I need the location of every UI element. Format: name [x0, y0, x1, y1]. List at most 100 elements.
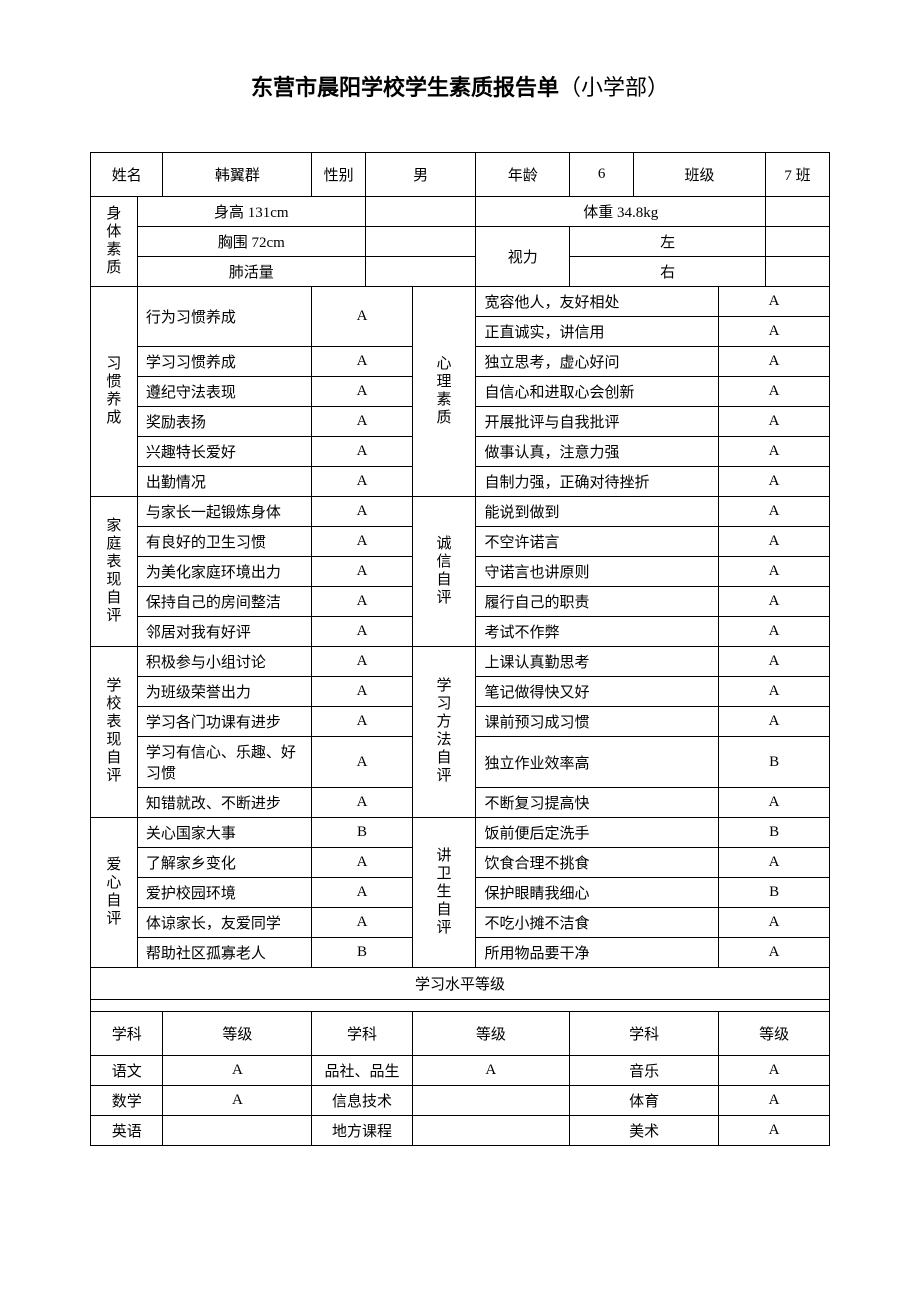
- family-l1-grade: A: [312, 527, 412, 557]
- lvl-c2r1-g: [412, 1086, 570, 1116]
- value-name: 韩翼群: [163, 153, 312, 197]
- family-l1-item: 有良好的卫生习惯: [137, 527, 312, 557]
- lvl-h-subject-3: 学科: [570, 1012, 719, 1056]
- family-r1-item: 不空许诺言: [476, 527, 719, 557]
- habit-right-label: 心理素质: [412, 287, 476, 497]
- family-l3-item: 保持自己的房间整洁: [137, 587, 312, 617]
- love-l2-grade: A: [312, 878, 412, 908]
- label-class: 班级: [634, 153, 766, 197]
- habit-l2-item: 遵纪守法表现: [137, 377, 312, 407]
- page-title: 东营市晨阳学校学生素质报告单（小学部）: [90, 70, 830, 102]
- lvl-h-grade-1: 等级: [163, 1012, 312, 1056]
- love-r4-item: 所用物品要干净: [476, 938, 719, 968]
- lvl-c1r1-s: 数学: [91, 1086, 163, 1116]
- body-blank4: [766, 227, 830, 257]
- label-name: 姓名: [91, 153, 163, 197]
- habit-l4-item: 兴趣特长爱好: [137, 437, 312, 467]
- title-main: 东营市晨阳学校学生素质报告单: [251, 75, 559, 100]
- lvl-c1r2-s: 英语: [91, 1116, 163, 1146]
- spacer: [91, 1000, 830, 1012]
- body-vision-label: 视力: [476, 227, 570, 287]
- habit-r2-grade: A: [719, 347, 830, 377]
- habit-r6-item: 自制力强，正确对待挫折: [476, 467, 719, 497]
- level-header: 学习水平等级: [91, 968, 830, 1000]
- body-blank1: [365, 197, 476, 227]
- school-r0-grade: A: [719, 647, 830, 677]
- habit-l4-grade: A: [312, 437, 412, 467]
- family-r0-grade: A: [719, 497, 830, 527]
- school-l2-grade: A: [312, 707, 412, 737]
- school-r3-item: 独立作业效率高: [476, 737, 719, 788]
- habit-r4-item: 开展批评与自我批评: [476, 407, 719, 437]
- body-chest: 胸围 72cm: [137, 227, 365, 257]
- value-class: 7 班: [766, 153, 830, 197]
- habit-r1-item: 正直诚实，讲信用: [476, 317, 719, 347]
- family-r4-grade: A: [719, 617, 830, 647]
- habit-l1-item: 学习习惯养成: [137, 347, 312, 377]
- habit-l5-grade: A: [312, 467, 412, 497]
- lvl-h-grade-3: 等级: [719, 1012, 830, 1056]
- family-left-label: 家庭表现自评: [91, 497, 138, 647]
- lvl-c2r0-g: A: [412, 1056, 570, 1086]
- family-l4-item: 邻居对我有好评: [137, 617, 312, 647]
- body-label: 身体素质: [91, 197, 138, 287]
- label-age: 年龄: [476, 153, 570, 197]
- love-r3-grade: A: [719, 908, 830, 938]
- family-l4-grade: A: [312, 617, 412, 647]
- school-r4-item: 不断复习提高快: [476, 788, 719, 818]
- habit-r0-grade: A: [719, 287, 830, 317]
- family-r4-item: 考试不作弊: [476, 617, 719, 647]
- body-blank3: [365, 227, 476, 257]
- school-r1-grade: A: [719, 677, 830, 707]
- habit-l3-grade: A: [312, 407, 412, 437]
- habit-r3-item: 自信心和进取心会创新: [476, 377, 719, 407]
- family-l2-grade: A: [312, 557, 412, 587]
- body-weight: 体重 34.8kg: [476, 197, 766, 227]
- lvl-h-subject-2: 学科: [312, 1012, 412, 1056]
- love-l4-item: 帮助社区孤寡老人: [137, 938, 312, 968]
- lvl-c3r1-s: 体育: [570, 1086, 719, 1116]
- habit-r5-grade: A: [719, 437, 830, 467]
- love-r2-item: 保护眼睛我细心: [476, 878, 719, 908]
- love-r4-grade: A: [719, 938, 830, 968]
- body-blank5: [365, 257, 476, 287]
- lvl-c3r2-g: A: [719, 1116, 830, 1146]
- label-gender: 性别: [312, 153, 365, 197]
- school-l3-grade: A: [312, 737, 412, 788]
- school-r4-grade: A: [719, 788, 830, 818]
- love-right-label: 讲卫生自 评: [412, 818, 476, 968]
- habit-l0-grade: A: [312, 287, 412, 347]
- value-age: 6: [570, 153, 634, 197]
- report-table: 姓名 韩翼群 性别 男 年龄 6 班级 7 班 身体素质 身高 131cm 体重…: [90, 152, 830, 1146]
- school-l1-item: 为班级荣誉出力: [137, 677, 312, 707]
- family-l0-grade: A: [312, 497, 412, 527]
- love-left-label: 爱心自评: [91, 818, 138, 968]
- love-l3-item: 体谅家长，友爱同学: [137, 908, 312, 938]
- lvl-c1r1-g: A: [163, 1086, 312, 1116]
- family-r0-item: 能说到做到: [476, 497, 719, 527]
- habit-r2-item: 独立思考，虚心好问: [476, 347, 719, 377]
- school-r2-item: 课前预习成习惯: [476, 707, 719, 737]
- family-r2-grade: A: [719, 557, 830, 587]
- love-l2-item: 爱护校园环境: [137, 878, 312, 908]
- habit-l1-grade: A: [312, 347, 412, 377]
- family-r3-grade: A: [719, 587, 830, 617]
- habit-l0-item: 行为习惯养成: [137, 287, 312, 347]
- love-l1-grade: A: [312, 848, 412, 878]
- lvl-c2r2-s: 地方课程: [312, 1116, 412, 1146]
- love-r0-grade: B: [719, 818, 830, 848]
- school-l4-item: 知错就改、不断进步: [137, 788, 312, 818]
- love-l3-grade: A: [312, 908, 412, 938]
- school-l1-grade: A: [312, 677, 412, 707]
- body-blank2: [766, 197, 830, 227]
- love-r1-grade: A: [719, 848, 830, 878]
- school-left-label: 学校表现自评: [91, 647, 138, 818]
- lvl-h-grade-2: 等级: [412, 1012, 570, 1056]
- habit-r5-item: 做事认真，注意力强: [476, 437, 719, 467]
- lvl-h-subject-1: 学科: [91, 1012, 163, 1056]
- lvl-c1r0-g: A: [163, 1056, 312, 1086]
- family-l3-grade: A: [312, 587, 412, 617]
- title-suffix: （小学部）: [559, 75, 669, 100]
- family-right-label: 诚信自评: [412, 497, 476, 647]
- habit-r0-item: 宽容他人，友好相处: [476, 287, 719, 317]
